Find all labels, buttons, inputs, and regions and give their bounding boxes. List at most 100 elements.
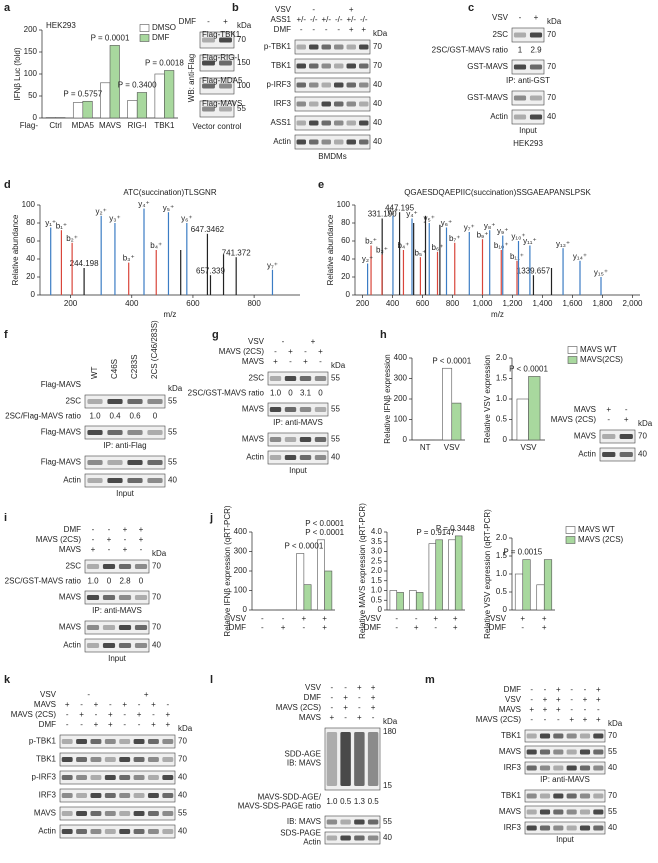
y-tick-label: 3.5 (371, 537, 383, 546)
lane-header: - (358, 693, 361, 702)
peak-label: 331.190 (368, 210, 397, 219)
y-tick-label: 20 (26, 272, 35, 281)
peak-label: b₃⁺ (123, 254, 135, 263)
lane-header: - (570, 685, 573, 694)
blot-band (127, 430, 143, 435)
condition-mark: - (521, 623, 524, 632)
kda-value: 40 (608, 763, 617, 772)
blot-band (76, 811, 88, 816)
bar (522, 559, 531, 611)
lane-header: + (543, 695, 548, 704)
blot-band (299, 407, 312, 412)
blot-band (354, 732, 365, 786)
caption: Input (519, 126, 538, 135)
bar (296, 553, 305, 611)
blot-band (133, 793, 145, 798)
condition-mark: + (414, 623, 419, 632)
lane-header: + (91, 545, 96, 554)
p-value: P = 0.0018 (145, 59, 184, 68)
row-label: IB: MAVS (287, 817, 321, 826)
kda-label: kDa (178, 724, 193, 733)
y-axis-label: Relative abundance (11, 214, 20, 285)
bar (109, 45, 120, 119)
blot-band (539, 765, 551, 771)
blot-band (284, 376, 297, 381)
blot-strip (599, 447, 636, 462)
ratio-label: MAVS-SDS-PAGE ratio (238, 802, 322, 811)
blot-band (367, 819, 379, 825)
panel-letter: b (232, 2, 239, 14)
lane-header-name: MAVS (2CS) (551, 415, 597, 424)
row-label: MAVS (499, 747, 521, 756)
blot-band (346, 139, 356, 145)
peak-label: y₃⁺ (387, 207, 398, 216)
blot-band (104, 793, 116, 798)
x-tick-label: 800 (247, 299, 261, 308)
peak-label: y₂⁺ (362, 255, 373, 264)
row-label: IB: MAVS (287, 759, 321, 768)
lane-header: - (108, 545, 111, 554)
peak-label: y₁₃⁺ (556, 239, 570, 248)
blot-band (367, 732, 379, 786)
kda-value: 40 (152, 641, 161, 650)
lane-header: - (108, 525, 111, 534)
y-tick-label: 0 (503, 435, 508, 444)
lane-header: - (584, 705, 587, 714)
lane-header: - (138, 700, 141, 709)
lane-header: + (94, 700, 99, 709)
lane-header: + (349, 25, 354, 34)
lane-header: - (331, 703, 334, 712)
lane-header: - (274, 347, 277, 356)
lane-header: + (79, 710, 84, 719)
lane-header: + (139, 535, 144, 544)
footer: HEK293 (513, 139, 543, 148)
condition-mark: - (261, 623, 264, 632)
blot-band (334, 44, 344, 50)
row-label: TBK1 (501, 791, 522, 800)
row-label: Flag-MAVS (41, 458, 81, 467)
condition-mark: + (281, 623, 286, 632)
condition-mark: - (261, 614, 264, 623)
kda-value: 70 (638, 432, 647, 441)
ratio-value: 0 (318, 389, 323, 398)
y-tick-label: 3.0 (371, 547, 383, 556)
blot-band (104, 775, 116, 780)
lane-header: C283S (130, 355, 139, 379)
blot-band (526, 765, 537, 771)
caption: IP: anti-MAVS (540, 775, 590, 784)
blot-band (202, 60, 215, 66)
caption: Input (116, 489, 135, 498)
lane-header: - (95, 710, 98, 719)
blot-strip (511, 59, 545, 75)
bar (127, 100, 138, 119)
bar (396, 592, 404, 611)
kda-value: 15 (383, 781, 392, 790)
blot-band (147, 430, 163, 435)
lane-header: + (357, 713, 362, 722)
blot-band (346, 63, 356, 69)
bar (451, 402, 462, 441)
row-label: IRF3 (504, 763, 522, 772)
y-tick-label: 0 (33, 113, 38, 122)
p-value: P = 0.5757 (63, 89, 102, 98)
blot-band (102, 625, 116, 630)
blot-band (321, 82, 331, 88)
row-label: Actin (246, 453, 264, 462)
y-axis-label: Relative VSV expression (483, 355, 492, 443)
ratio-value: 0.6 (129, 412, 141, 421)
blot-band (134, 564, 148, 569)
blot-band (107, 399, 123, 404)
row-label: MAVS (499, 807, 521, 816)
blot-band (359, 120, 369, 126)
lane-header: -/- (335, 15, 343, 24)
kda-value: 40 (178, 773, 187, 782)
lane-header: - (337, 25, 340, 34)
row-label: GST-MAVS (467, 62, 508, 71)
kda-label: kDa (608, 719, 623, 728)
lane-header: + (108, 720, 113, 729)
blot-strip (324, 815, 381, 829)
blot-band (359, 139, 369, 145)
blot-band (133, 811, 145, 816)
lane-header-name: Flag-MAVS (41, 380, 81, 389)
p-value: P < 0.0001 (305, 519, 344, 528)
